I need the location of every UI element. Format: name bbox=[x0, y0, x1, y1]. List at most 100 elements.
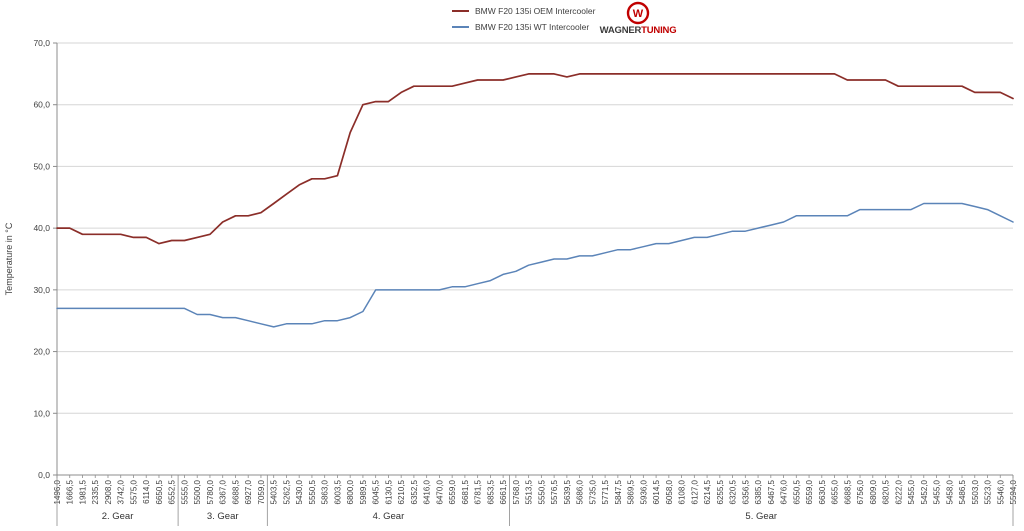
svg-text:5430,0: 5430,0 bbox=[295, 479, 304, 504]
svg-text:6320,5: 6320,5 bbox=[729, 479, 738, 504]
svg-text:6853,5: 6853,5 bbox=[486, 479, 495, 504]
y-axis-labels: 0,0 10,0 20,0 30,0 40,0 50,0 60,0 70,0 bbox=[33, 38, 57, 480]
x-axis-labels: 1496,0 1666,5 1981,5 2335,5 2908,0 3742,0 5575… bbox=[53, 475, 1018, 504]
wagnertuning-wordmark: WAGNERTUNING bbox=[600, 26, 677, 36]
svg-text:6367,0: 6367,0 bbox=[219, 479, 228, 504]
gear-label: 5. Gear bbox=[745, 511, 777, 522]
svg-text:6655,0: 6655,0 bbox=[831, 479, 840, 504]
svg-text:10,0: 10,0 bbox=[33, 408, 50, 418]
svg-text:5486,5: 5486,5 bbox=[958, 479, 967, 504]
svg-text:5936,0: 5936,0 bbox=[639, 479, 648, 504]
svg-text:6045,5: 6045,5 bbox=[372, 479, 381, 504]
svg-text:5594,0: 5594,0 bbox=[1009, 479, 1018, 504]
svg-text:6352,5: 6352,5 bbox=[410, 479, 419, 504]
legend-item-wt: BMW F20 135i WT Intercooler bbox=[452, 20, 595, 33]
svg-text:5768,0: 5768,0 bbox=[512, 479, 521, 504]
svg-text:W: W bbox=[633, 8, 644, 20]
svg-text:2908,0: 2908,0 bbox=[104, 479, 113, 504]
svg-text:6559,0: 6559,0 bbox=[448, 479, 457, 504]
svg-text:6385,0: 6385,0 bbox=[754, 479, 763, 504]
svg-text:5513,5: 5513,5 bbox=[525, 479, 534, 504]
svg-text:30,0: 30,0 bbox=[33, 285, 50, 295]
svg-text:5452,0: 5452,0 bbox=[920, 479, 929, 504]
svg-text:5575,0: 5575,0 bbox=[129, 479, 138, 504]
svg-text:5576,5: 5576,5 bbox=[550, 479, 559, 504]
svg-text:5458,0: 5458,0 bbox=[945, 479, 954, 504]
svg-text:5555,0: 5555,0 bbox=[180, 479, 189, 504]
wt-line-swatch bbox=[452, 25, 469, 28]
y-axis-title: Temperature in °C bbox=[4, 222, 14, 295]
svg-text:2335,5: 2335,5 bbox=[91, 479, 100, 504]
svg-text:60,0: 60,0 bbox=[33, 100, 50, 110]
axes bbox=[56, 43, 1013, 476]
svg-text:6114,0: 6114,0 bbox=[142, 479, 151, 503]
svg-text:6559,0: 6559,0 bbox=[805, 479, 814, 504]
brand-tuning: TUNING bbox=[641, 25, 677, 36]
svg-text:7059,0: 7059,0 bbox=[257, 479, 266, 504]
svg-text:6800,0: 6800,0 bbox=[346, 479, 355, 504]
svg-text:6127,0: 6127,0 bbox=[690, 479, 699, 504]
svg-text:6467,5: 6467,5 bbox=[767, 479, 776, 504]
svg-text:6356,5: 6356,5 bbox=[741, 479, 750, 504]
svg-text:6650,5: 6650,5 bbox=[155, 479, 164, 504]
svg-text:6003,5: 6003,5 bbox=[333, 479, 342, 504]
svg-text:5869,5: 5869,5 bbox=[627, 479, 636, 504]
svg-text:5771,5: 5771,5 bbox=[601, 479, 610, 504]
svg-text:5847,5: 5847,5 bbox=[614, 479, 623, 504]
svg-text:6108,0: 6108,0 bbox=[678, 479, 687, 504]
svg-text:6552,5: 6552,5 bbox=[168, 479, 177, 504]
svg-text:5686,0: 5686,0 bbox=[576, 479, 585, 504]
svg-text:6476,0: 6476,0 bbox=[780, 479, 789, 504]
svg-text:6130,5: 6130,5 bbox=[384, 479, 393, 504]
gear-group-axis: 2. Gear 3. Gear 4. Gear 5. Gear bbox=[56, 475, 1014, 526]
gear-label: 2. Gear bbox=[102, 511, 134, 522]
svg-text:5639,5: 5639,5 bbox=[563, 479, 572, 504]
svg-text:1666,5: 1666,5 bbox=[66, 479, 75, 504]
svg-text:5455,0: 5455,0 bbox=[933, 479, 942, 504]
svg-text:6214,5: 6214,5 bbox=[703, 479, 712, 504]
wt-series-line bbox=[56, 202, 1014, 328]
svg-text:50,0: 50,0 bbox=[33, 161, 50, 171]
svg-text:5550,5: 5550,5 bbox=[308, 479, 317, 504]
svg-text:6255,5: 6255,5 bbox=[716, 479, 725, 504]
legend-label-wt: BMW F20 135i WT Intercooler bbox=[475, 21, 590, 32]
svg-text:6820,5: 6820,5 bbox=[882, 479, 891, 504]
svg-text:6058,0: 6058,0 bbox=[665, 479, 674, 504]
svg-text:6661,5: 6661,5 bbox=[499, 479, 508, 504]
svg-text:5780,0: 5780,0 bbox=[206, 479, 215, 504]
svg-text:5503,0: 5503,0 bbox=[971, 479, 980, 504]
brand-wagner: WAGNER bbox=[599, 25, 642, 36]
svg-text:5550,5: 5550,5 bbox=[537, 479, 546, 504]
svg-text:6222,0: 6222,0 bbox=[894, 479, 903, 504]
svg-text:6681,5: 6681,5 bbox=[461, 479, 470, 504]
svg-text:1981,5: 1981,5 bbox=[78, 479, 87, 504]
svg-text:5863,0: 5863,0 bbox=[321, 479, 330, 504]
svg-text:6927,0: 6927,0 bbox=[244, 479, 253, 504]
svg-text:40,0: 40,0 bbox=[33, 223, 50, 233]
svg-text:6416,0: 6416,0 bbox=[423, 479, 432, 504]
legend-label-oem: BMW F20 135i OEM Intercooler bbox=[475, 5, 596, 16]
svg-text:6688,5: 6688,5 bbox=[843, 479, 852, 504]
svg-text:6781,5: 6781,5 bbox=[474, 479, 483, 504]
oem-line-swatch bbox=[452, 9, 469, 12]
svg-text:6756,0: 6756,0 bbox=[856, 479, 865, 504]
svg-text:6630,5: 6630,5 bbox=[818, 479, 827, 504]
svg-text:6688,5: 6688,5 bbox=[231, 479, 240, 504]
legend-item-oem: BMW F20 135i OEM Intercooler bbox=[452, 4, 595, 17]
svg-text:6809,0: 6809,0 bbox=[869, 479, 878, 504]
svg-text:6550,5: 6550,5 bbox=[792, 479, 801, 504]
svg-text:6014,5: 6014,5 bbox=[652, 479, 661, 504]
svg-text:5546,0: 5546,0 bbox=[996, 479, 1005, 504]
oem-series-line bbox=[56, 73, 1014, 245]
svg-text:5989,5: 5989,5 bbox=[359, 479, 368, 504]
svg-text:5735,0: 5735,0 bbox=[588, 479, 597, 504]
gear-label: 4. Gear bbox=[373, 511, 405, 522]
svg-text:3742,0: 3742,0 bbox=[117, 479, 126, 504]
svg-text:20,0: 20,0 bbox=[33, 347, 50, 357]
svg-text:5262,5: 5262,5 bbox=[282, 479, 291, 504]
svg-text:70,0: 70,0 bbox=[33, 38, 50, 48]
svg-text:5523,0: 5523,0 bbox=[984, 479, 993, 504]
wagnertuning-logo: W WAGNERTUNING bbox=[600, 1, 677, 36]
